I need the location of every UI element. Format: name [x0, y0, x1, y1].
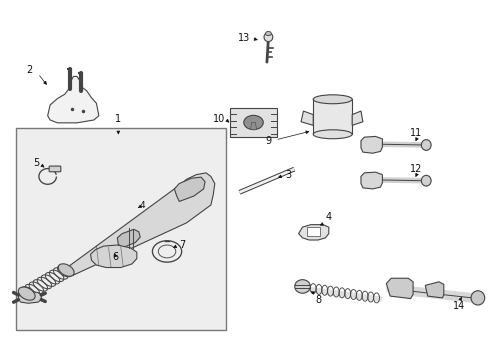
- Polygon shape: [117, 229, 140, 248]
- Ellipse shape: [57, 265, 72, 277]
- Text: 11: 11: [411, 128, 423, 138]
- Circle shape: [244, 115, 263, 130]
- Ellipse shape: [313, 95, 352, 104]
- Polygon shape: [425, 282, 444, 298]
- Ellipse shape: [18, 287, 35, 300]
- Text: 4: 4: [325, 212, 332, 222]
- Ellipse shape: [294, 280, 310, 293]
- Text: 3: 3: [285, 170, 291, 180]
- Bar: [313, 99, 352, 134]
- Ellipse shape: [21, 287, 35, 298]
- Polygon shape: [361, 172, 382, 189]
- Polygon shape: [19, 292, 41, 303]
- Ellipse shape: [471, 291, 485, 305]
- Text: 6: 6: [113, 252, 119, 262]
- Polygon shape: [352, 111, 363, 125]
- Ellipse shape: [421, 175, 431, 186]
- Text: 1: 1: [115, 114, 122, 124]
- Polygon shape: [48, 76, 99, 123]
- Polygon shape: [91, 245, 137, 267]
- Ellipse shape: [313, 130, 352, 139]
- Ellipse shape: [421, 140, 431, 150]
- Text: 13: 13: [238, 33, 250, 43]
- Text: 12: 12: [410, 163, 423, 174]
- Polygon shape: [174, 177, 205, 202]
- Text: 8: 8: [316, 295, 322, 305]
- Text: 14: 14: [453, 301, 465, 311]
- Polygon shape: [301, 111, 313, 125]
- Bar: [16, 128, 225, 330]
- Polygon shape: [298, 225, 329, 240]
- Ellipse shape: [264, 33, 273, 41]
- Polygon shape: [361, 136, 382, 153]
- Bar: [230, 108, 277, 137]
- Text: 5: 5: [33, 158, 39, 168]
- Text: 4: 4: [140, 201, 146, 210]
- Text: 2: 2: [26, 65, 32, 75]
- Polygon shape: [307, 227, 319, 237]
- Text: 9: 9: [266, 136, 272, 147]
- Polygon shape: [386, 278, 413, 298]
- Ellipse shape: [58, 264, 74, 276]
- Text: 10: 10: [213, 113, 225, 123]
- FancyBboxPatch shape: [49, 166, 61, 172]
- Polygon shape: [66, 173, 215, 276]
- Circle shape: [266, 31, 271, 36]
- Text: 7: 7: [179, 240, 186, 250]
- Polygon shape: [250, 122, 256, 130]
